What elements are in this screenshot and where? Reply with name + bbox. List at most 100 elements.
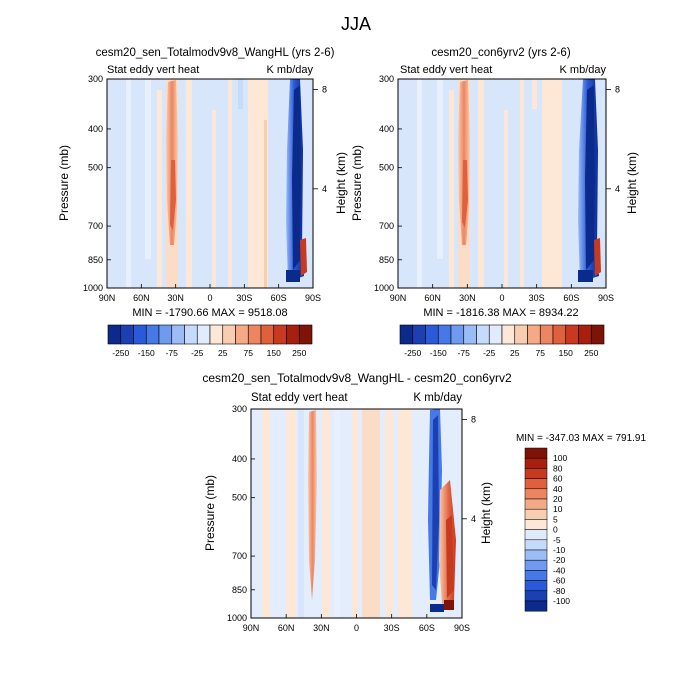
x-tick-label: 60S [419,623,435,633]
colorbar-box [286,324,300,345]
panel-3-title: cesm20_sen_Totalmodv9v8_WangHL - cesm20_… [202,371,512,385]
colorbar-box [524,457,548,469]
y-tick-label: 1000 [83,283,103,293]
panel-1-field [106,78,314,289]
colorbar-label: 60 [553,474,563,484]
panel-1-band [212,110,216,288]
y-tick-label: 300 [232,404,247,414]
colorbar-box [524,590,548,602]
y-tick-label: 500 [88,163,103,173]
colorbar-box [209,324,224,345]
page-title: JJA [341,14,371,34]
colorbar-box [524,559,548,571]
panel-2-band [532,79,537,109]
y-tick-label: 300 [88,74,103,84]
panel-3-band [385,409,393,618]
panel-3-band [262,409,270,618]
panel-2-left-string: Stat eddy vert heat [400,64,492,76]
colorbar-box [158,324,173,345]
colorbar-box [273,324,287,345]
colorbar-label: -250 [404,348,421,358]
panel-3-field [250,408,463,619]
panel-1-ylabel: Pressure (mb) [57,145,71,221]
panel-3-x-ticks: 90N 60N 30N 0 30S 60S 90S [243,614,470,633]
panel-1-band [238,79,243,109]
colorbar-box [524,447,548,459]
panel-3-ylabel: Pressure (mb) [203,475,217,551]
y-tick-label: 700 [232,551,247,561]
colorbar-box [514,324,528,345]
x-tick-label: 90N [390,293,407,303]
x-tick-label: 30N [313,623,330,633]
colorbar-label: -75 [166,348,179,358]
y2-tick-label: 4 [471,514,476,524]
panel-2-y2label: Height (km) [625,152,639,214]
panel-2-band [417,79,422,288]
panel-3-blue-core [432,415,439,590]
colorbar-label: -10 [553,545,566,555]
x-tick-label: 60S [271,293,287,303]
colorbar-box [524,549,548,561]
panel-1-title: cesm20_sen_Totalmodv9v8_WangHL (yrs 2-6) [96,47,335,59]
colorbar-box [247,324,262,345]
panel-3-warm-column [308,410,317,600]
panel-3-deep-patch [430,604,444,612]
panel-3-minmax: MIN = -347.03 MAX = 791.91 [516,433,647,444]
panel-1-deep-base [286,270,300,282]
colorbar-box [578,324,592,345]
colorbar-box [437,324,452,345]
y-tick-label: 850 [232,585,247,595]
panel-1-band [248,79,268,288]
colorbar-box [524,600,548,612]
panel-2-deep-core [585,85,595,270]
colorbar-label: 25 [218,348,228,358]
panel-1-minmax: MIN = -1790.66 MAX = 9518.08 [132,307,287,319]
colorbar-box [539,324,554,345]
y2-tick-label: 8 [322,85,327,95]
panel-2-y-ticks: 300 400 500 700 850 1000 [374,74,402,293]
colorbar-label: 75 [244,348,254,358]
colorbar-box [107,324,122,345]
colorbar-box [590,324,605,345]
colorbar-label: 75 [536,348,546,358]
colorbar-box [145,324,160,345]
x-tick-label: 60N [424,293,441,303]
y-tick-label: 700 [88,221,103,231]
panel-2-deep-base [578,270,593,282]
panel-3-y-ticks: 300 400 500 700 850 1000 [227,404,255,623]
panel-2: cesm20_con6yrv2 (yrs 2-6) Stat eddy vert… [350,47,639,358]
panel-3-band [352,409,358,618]
colorbar-box [524,580,548,592]
colorbar-label: 25 [510,348,520,358]
x-tick-label: 90S [598,293,614,303]
colorbar-label: 150 [559,348,573,358]
colorbar-label: 80 [553,463,563,473]
panel-3-y2-ticks: 84 [462,415,476,524]
panel-3-band [322,409,330,618]
panel-3-y2label: Height (km) [479,482,493,544]
colorbar-label: -100 [553,596,570,606]
panel-1-y2label: Height (km) [334,152,348,214]
colorbar-label: 20 [553,494,563,504]
panel-2-warm-max [462,160,468,228]
panel-1: cesm20_sen_Totalmodv9v8_WangHL (yrs 2-6)… [57,47,348,358]
y2-tick-label: 8 [471,415,476,425]
y-tick-label: 700 [379,221,394,231]
colorbar-label: 250 [584,348,598,358]
colorbar-box [171,324,185,345]
colorbar-box [412,324,426,345]
colorbar-label: 100 [553,453,567,463]
colorbar-label: -25 [191,348,204,358]
colorbar-box [463,324,477,345]
colorbar-box [184,324,198,345]
colorbar-box [524,478,548,490]
panel-1-warm-max [170,160,176,230]
x-tick-label: 30N [167,293,184,303]
panel-1-deep-core [292,85,301,270]
y-tick-label: 850 [88,255,103,265]
colorbar-box [425,324,439,345]
panel-3-band [286,409,296,618]
